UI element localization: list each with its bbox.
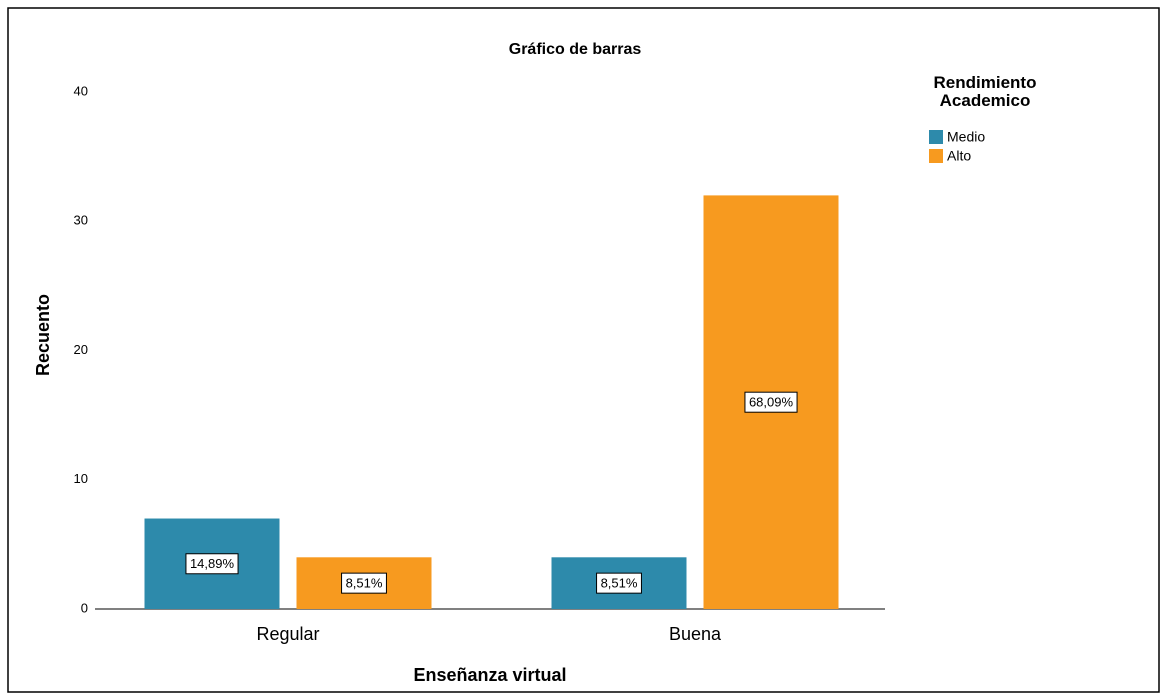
chart-title: Gráfico de barras [509, 41, 642, 58]
value-label-box [744, 391, 798, 413]
y-tick-label: 10 [74, 471, 88, 486]
y-axis-label: Recuento [33, 294, 53, 376]
y-tick-label: 0 [81, 600, 88, 615]
value-label: 14,89% [190, 556, 235, 571]
value-label-box [596, 572, 642, 594]
x-tick-label: Buena [669, 624, 722, 644]
value-label: 8,51% [601, 576, 638, 591]
y-tick-label: 20 [74, 342, 88, 357]
legend-label: Medio [947, 129, 985, 145]
legend-label: Alto [947, 148, 971, 164]
x-tick-label: Regular [256, 624, 319, 644]
legend-swatch [929, 149, 943, 163]
value-label: 8,51% [346, 576, 383, 591]
legend-title: Rendimiento Academico [933, 73, 1037, 110]
legend-swatch [929, 130, 943, 144]
value-label-box [341, 572, 387, 594]
frame [7, 7, 1160, 693]
value-label: 68,09% [749, 395, 794, 410]
x-axis-label: Enseñanza virtual [413, 665, 566, 685]
y-tick-label: 40 [74, 83, 88, 98]
value-label-box [185, 553, 239, 575]
y-tick-label: 30 [74, 213, 88, 228]
